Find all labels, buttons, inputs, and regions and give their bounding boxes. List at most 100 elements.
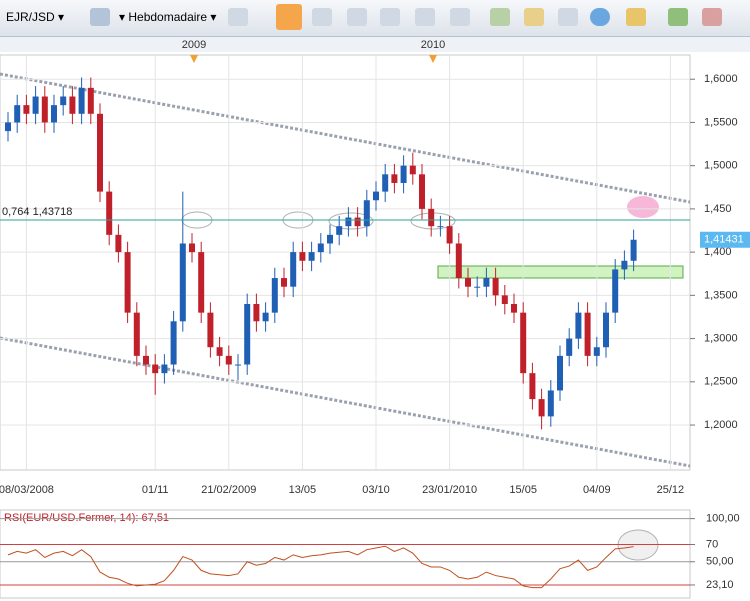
candle-body	[41, 96, 48, 123]
candle-body	[538, 399, 545, 417]
candle-body	[547, 390, 554, 417]
candle-body	[60, 96, 67, 106]
candle-body	[299, 252, 306, 261]
candle-body	[253, 304, 260, 322]
marker	[328, 212, 374, 230]
candle-body	[492, 278, 499, 296]
candle-body	[575, 312, 582, 339]
candle-body	[97, 113, 103, 192]
y-tick-label: 1,6000	[704, 73, 738, 85]
x-tick-label: 04/09	[583, 484, 611, 496]
candle-body	[198, 252, 205, 313]
candle-body	[363, 200, 370, 227]
icon[interactable]	[558, 8, 578, 26]
candle-body	[520, 312, 527, 374]
candle-body	[474, 286, 481, 288]
icon[interactable]	[450, 8, 470, 26]
year-label: 2010	[421, 39, 445, 51]
candle-body	[584, 312, 591, 356]
icon[interactable]	[312, 8, 332, 26]
x-tick-label: 03/10	[362, 484, 390, 496]
candle-body	[179, 243, 186, 322]
icon[interactable]	[276, 4, 302, 30]
candle-body	[382, 174, 389, 192]
icon[interactable]	[590, 8, 610, 26]
candle-body	[391, 174, 398, 183]
highlight	[627, 196, 659, 218]
icon[interactable]	[380, 8, 400, 26]
marker	[181, 211, 213, 229]
icon[interactable]	[524, 8, 544, 26]
icon[interactable]	[626, 8, 646, 26]
year-marker	[190, 55, 437, 63]
candle-body	[143, 355, 149, 365]
icon[interactable]	[415, 8, 435, 26]
x-tick-label: 15/05	[509, 484, 537, 496]
x-tick-label: 08/03/2008	[0, 484, 54, 496]
trendline	[0, 72, 691, 204]
y-tick-label: 100,00	[706, 513, 740, 525]
icon[interactable]	[490, 8, 510, 26]
candle-body	[437, 226, 444, 228]
candle-body	[161, 364, 168, 374]
candle-body	[5, 122, 11, 132]
trendline	[0, 336, 691, 468]
y-tick-label: 1,5500	[704, 116, 738, 128]
y-tick-label: 23,10	[706, 579, 734, 591]
icon[interactable]	[668, 8, 688, 26]
y-tick-label: 1,3500	[704, 289, 738, 301]
icon[interactable]	[228, 8, 248, 26]
candle-body	[170, 321, 177, 365]
period-select[interactable]: ▾ Hebdomadaire ▾	[119, 10, 217, 24]
symbol-select[interactable]: EJR/JSD ▾	[6, 10, 65, 24]
candle-body	[446, 226, 453, 244]
rsi-line	[7, 545, 634, 589]
candle-body	[235, 364, 241, 366]
candle-body	[189, 243, 195, 253]
candle-body	[271, 278, 278, 313]
candle-body	[345, 217, 352, 227]
candle-body	[465, 278, 471, 287]
y-tick-label: 1,5000	[704, 160, 738, 172]
candle-body	[621, 260, 628, 270]
candle-body	[529, 373, 536, 400]
candle-body	[455, 243, 462, 279]
icon[interactable]	[702, 8, 722, 26]
candle-body	[354, 217, 361, 227]
icon[interactable]	[90, 8, 110, 26]
candle-body	[409, 165, 416, 175]
candle-body	[483, 278, 490, 287]
candle-body	[106, 191, 113, 235]
x-tick-label: 25/12	[657, 484, 685, 496]
y-tick-label: 70	[706, 538, 718, 550]
candle-body	[225, 355, 232, 365]
level-label: 0,764 1,43718	[2, 206, 72, 218]
last-price-box	[700, 231, 750, 248]
y-tick-label: 1,450	[704, 203, 732, 215]
candle-body	[69, 96, 76, 114]
candle-body	[32, 96, 39, 114]
last-price-label: 1,41431	[704, 234, 744, 246]
candle-body	[603, 312, 609, 348]
candle-body	[511, 304, 517, 313]
rsi-area	[0, 509, 691, 599]
candle-body	[23, 105, 30, 114]
toolbar: EJR/JSD ▾ ▾ Hebdomadaire ▾	[0, 0, 750, 37]
icon[interactable]	[347, 8, 367, 26]
candle-body	[612, 269, 619, 313]
candle-body	[501, 295, 508, 304]
candle-body	[317, 243, 324, 253]
marker	[410, 212, 456, 230]
zone	[437, 265, 684, 279]
candle-body	[400, 165, 407, 183]
candle-body	[78, 87, 85, 114]
x-tick-label: 23/01/2010	[422, 484, 477, 496]
candle-body	[557, 355, 563, 391]
rsi-title: RSI(EUR/USD.Fermer, 14): 67,51	[4, 512, 169, 524]
candle-body	[327, 234, 333, 244]
candle-body	[51, 105, 57, 123]
candle-body	[207, 312, 214, 348]
period: Hebdomadaire	[128, 10, 208, 24]
year-label: 2009	[182, 39, 206, 51]
